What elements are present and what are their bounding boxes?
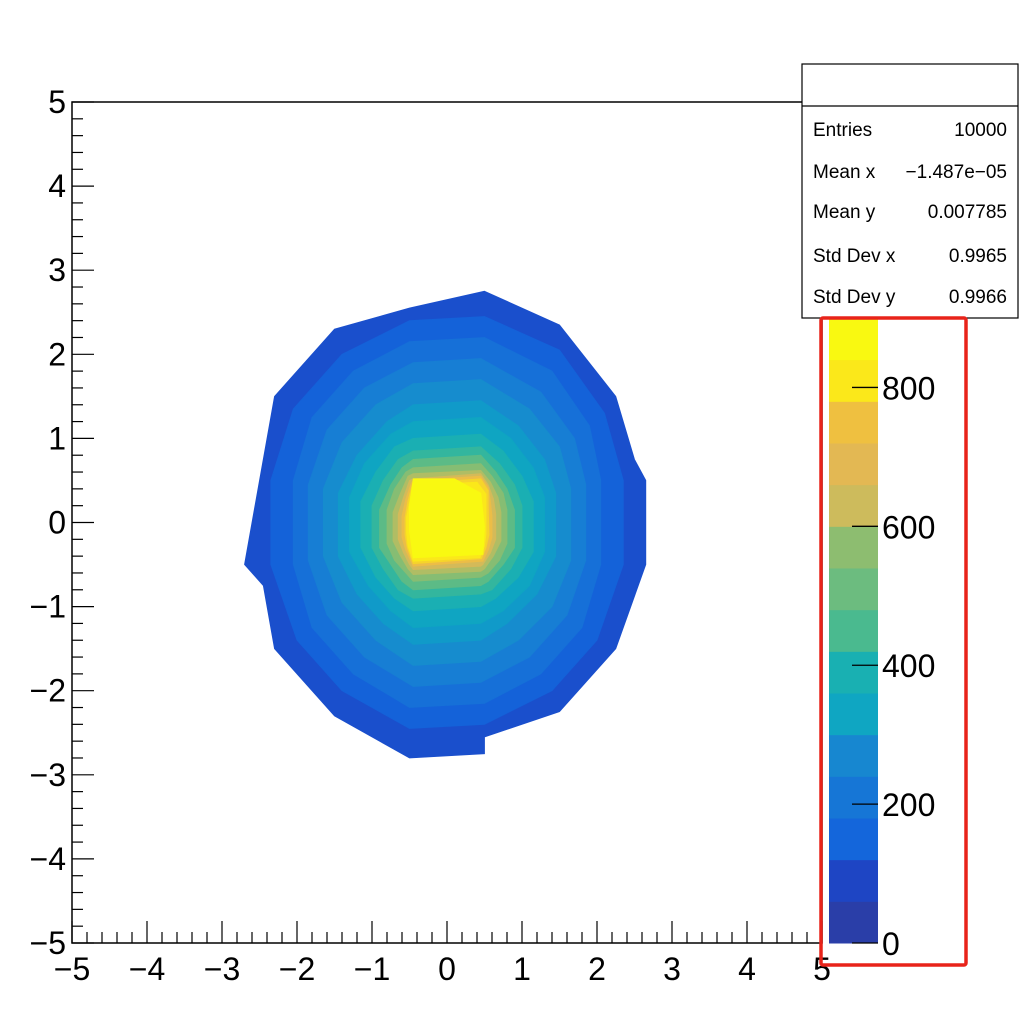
- y-tick-label: −1: [30, 589, 66, 625]
- colorbar-band: [829, 818, 878, 861]
- y-tick-label: 3: [48, 252, 66, 288]
- stats-row-label: Mean x: [813, 162, 876, 183]
- stats-row-label: Mean y: [813, 202, 876, 223]
- colorbar-tick-label: 200: [882, 787, 935, 823]
- colorbar-band: [829, 443, 878, 486]
- colorbar-band: [829, 609, 878, 652]
- stats-box-rows: Entries 10000 Mean x −1.487e−05 Mean y 0.0077…: [813, 120, 1007, 308]
- y-tick-label: 2: [48, 336, 66, 372]
- x-tick-label: −5: [54, 951, 90, 987]
- x-tick-label: 4: [738, 951, 756, 987]
- x-tick-label: 2: [588, 951, 606, 987]
- x-tick-label: 5: [813, 951, 831, 987]
- colorbar-band: [829, 359, 878, 402]
- colorbar-band: [829, 693, 878, 736]
- x-tick-label: −3: [204, 951, 240, 987]
- colorbar-band: [829, 568, 878, 611]
- plot-area: −5 −4 −3 −2 −1 0 1 2 3 4 5 −5 −4 −3 −2 −1 0 1 2 3 4 5: [30, 84, 831, 987]
- stats-box: Entries 10000 Mean x −1.487e−05 Mean y 0.0077…: [801, 63, 1019, 319]
- colorbar-band: [829, 859, 878, 902]
- x-tick-label: −1: [354, 951, 390, 987]
- stats-row-label: Std Dev y: [813, 287, 896, 308]
- x-tick-label: 1: [513, 951, 531, 987]
- x-tick-label: −2: [279, 951, 315, 987]
- stats-row-label: Entries: [813, 120, 872, 141]
- y-tick-label: 5: [48, 84, 66, 120]
- stats-row-label: Std Dev x: [813, 246, 896, 267]
- colorbar-band: [829, 484, 878, 527]
- colorbar-tick-label: 600: [882, 509, 935, 545]
- stats-box-frame: [801, 63, 1019, 319]
- stats-row-value: 0.9966: [949, 287, 1007, 308]
- y-tick-label: 4: [48, 168, 66, 204]
- color-scale-bar: 0 200 400 600 800: [829, 318, 935, 962]
- x-tick-label: 3: [663, 951, 681, 987]
- stats-row-value: 10000: [954, 120, 1007, 141]
- y-tick-label: −4: [30, 841, 66, 877]
- stats-row-value: 0.9965: [949, 246, 1007, 267]
- y-tick-label: −5: [30, 925, 66, 961]
- colorbar-band: [829, 318, 878, 361]
- y-tick-label: 0: [48, 505, 66, 541]
- y-tick-label: 1: [48, 420, 66, 456]
- y-tick-label: −2: [30, 673, 66, 709]
- y-axis: −5 −4 −3 −2 −1 0 1 2 3 4 5: [30, 84, 94, 961]
- contour-fill-group: [244, 290, 647, 759]
- colorbar-band: [829, 901, 878, 944]
- colorbar-tick-label: 400: [882, 648, 935, 684]
- colorbar-band: [829, 526, 878, 569]
- colorbar-highlight-box: [819, 316, 968, 967]
- stats-row-value: −1.487e−05: [906, 162, 1007, 183]
- colorbar-tick-label: 800: [882, 370, 935, 406]
- x-tick-label: −4: [129, 951, 165, 987]
- colorbar-band: [829, 734, 878, 777]
- x-tick-label: 0: [438, 951, 456, 987]
- colorbar-band: [829, 776, 878, 819]
- y-tick-label: −3: [30, 757, 66, 793]
- colorbar-tick-label: 0: [882, 926, 900, 962]
- stats-row-value: 0.007785: [928, 202, 1007, 223]
- colorbar-band: [829, 651, 878, 694]
- colorbar-band: [829, 401, 878, 444]
- contour-level-850: [409, 478, 485, 559]
